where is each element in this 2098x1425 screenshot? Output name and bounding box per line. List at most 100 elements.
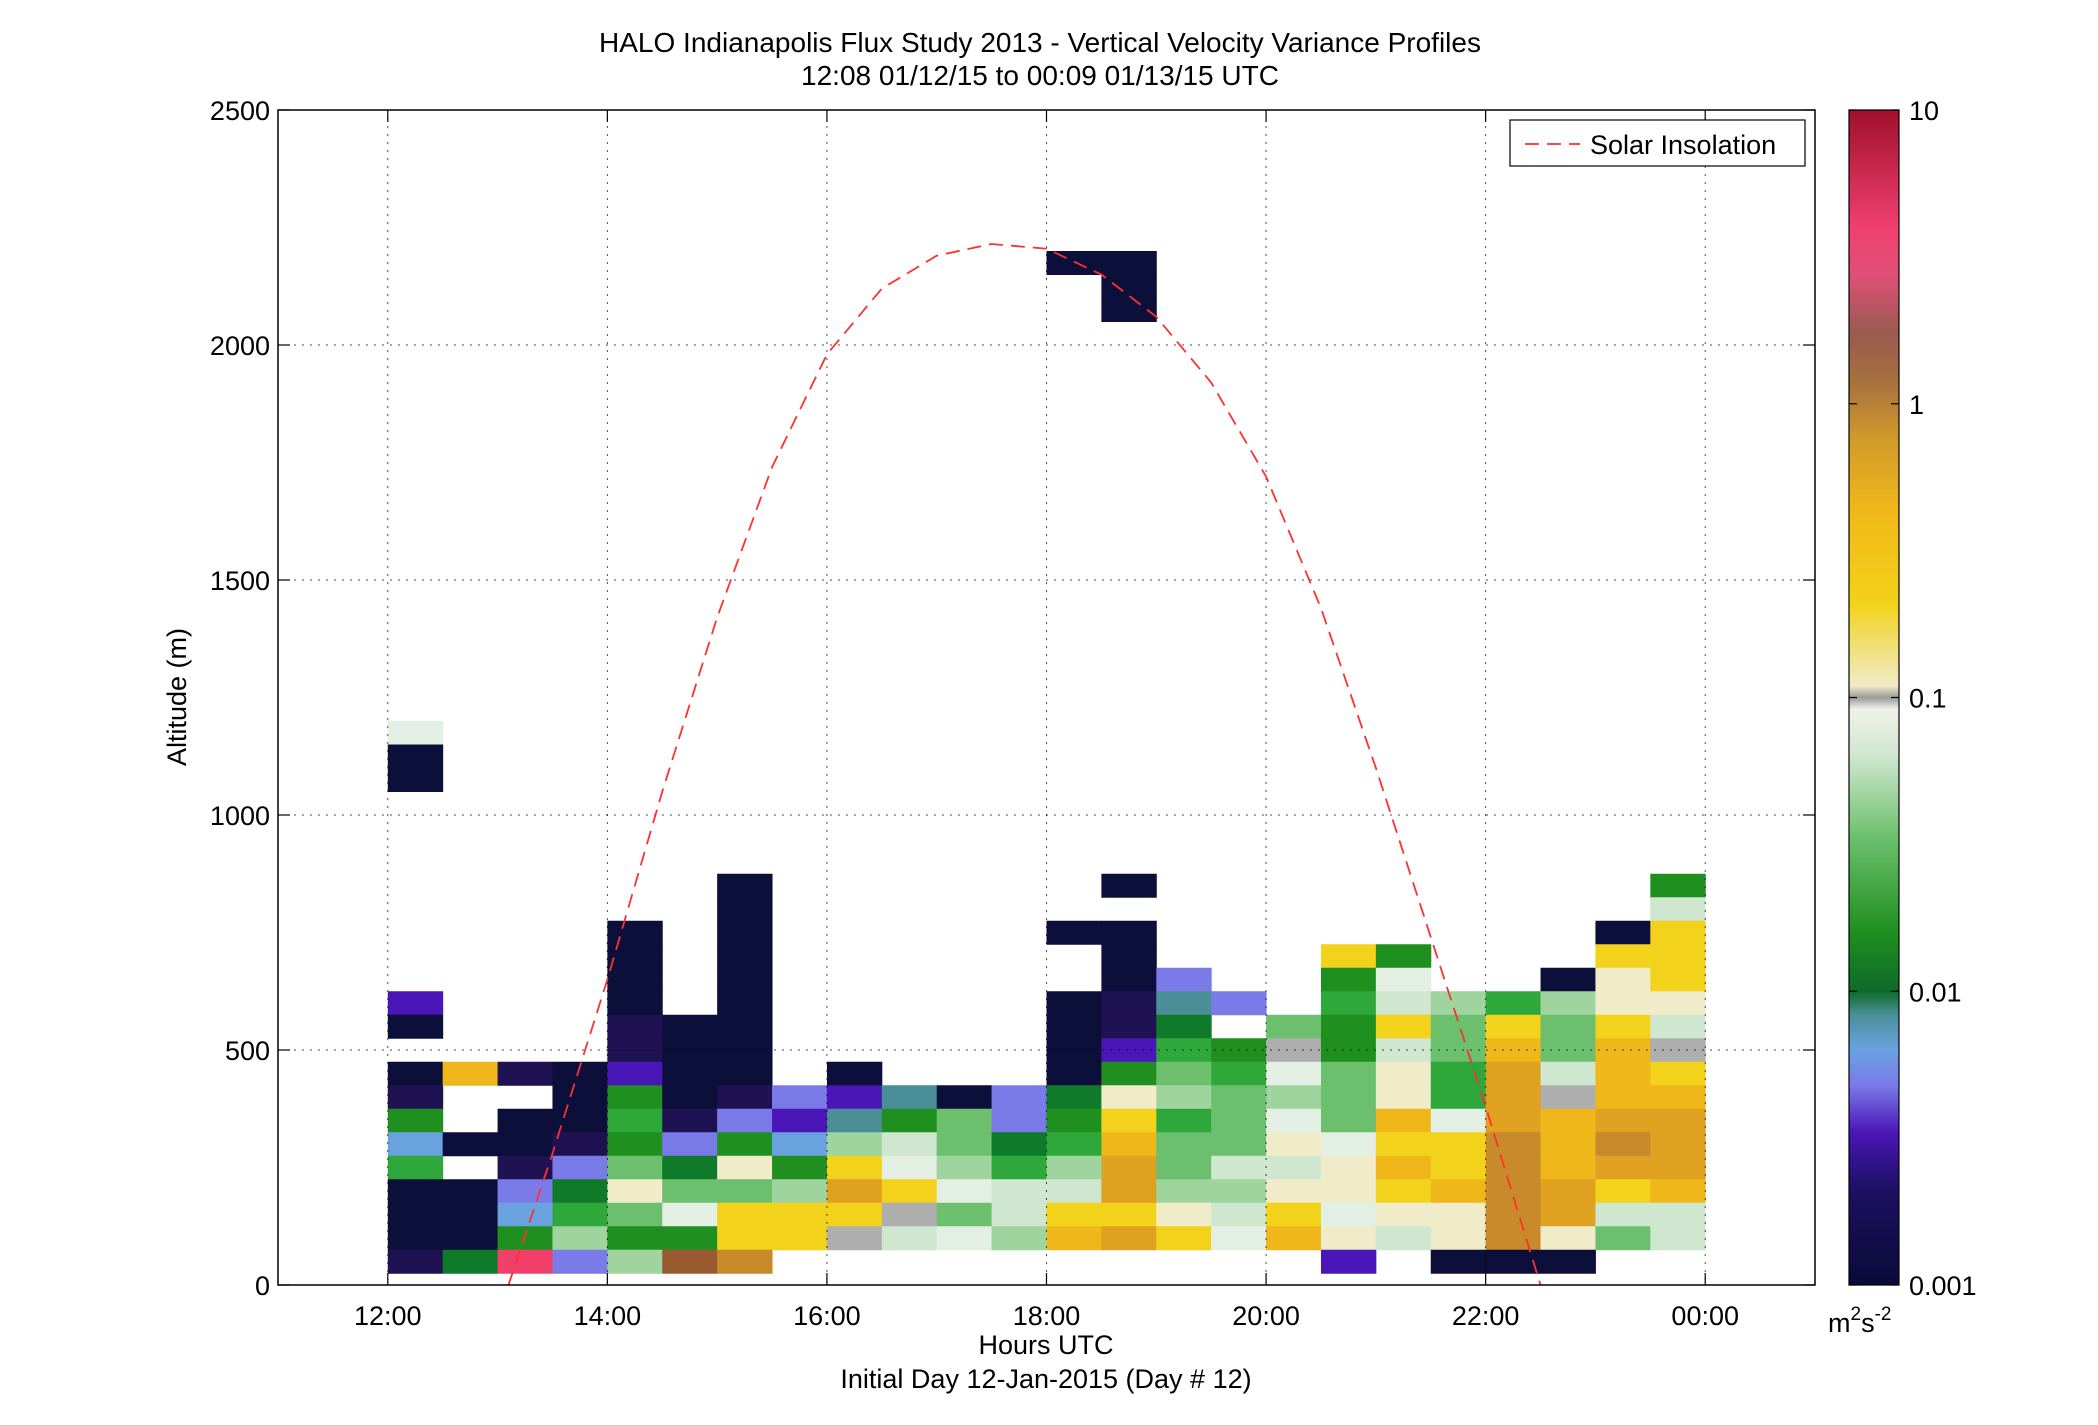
heatmap-cell [1156,1085,1212,1110]
heatmap-cell [1485,1061,1542,1086]
heatmap-cell [1266,1038,1322,1063]
heatmap-cell [662,1014,718,1039]
heatmap-cell [1595,1132,1651,1157]
heatmap-cell [881,1179,938,1204]
heatmap-cell [1540,967,1596,992]
heatmap-cell [1375,967,1432,992]
heatmap-cell [881,1202,938,1227]
heatmap-cell [607,1038,663,1063]
heatmap-cell [1595,1108,1651,1133]
heatmap-cell [1485,1085,1542,1110]
heatmap-cell [881,1085,938,1110]
heatmap-cell [552,1108,608,1133]
heatmap-cell [607,1085,663,1110]
heatmap-cell [607,1014,663,1039]
heatmap-cell [442,1202,499,1227]
colorbar-unit-sup1: 2 [1851,1304,1862,1325]
heatmap-cell [1595,1179,1651,1204]
heatmap-cell [1650,1155,1706,1180]
heatmap-cell [1540,1085,1596,1110]
heatmap-cell [552,1202,608,1227]
heatmap-cell [387,1085,444,1110]
heatmap-cell [717,1014,773,1039]
heatmap-cell [1650,1226,1706,1251]
heatmap-cell [826,1226,883,1251]
heatmap-cell [1650,920,1706,945]
heatmap-cell [991,1085,1047,1110]
heatmap-cell [772,1226,828,1251]
heatmap-cell [1375,1226,1432,1251]
x-tick-label: 00:00 [1671,1301,1739,1331]
heatmap-cell [387,991,444,1016]
heatmap-cell [552,1249,608,1274]
heatmap-cell [1540,1061,1596,1086]
heatmap-cell [442,1132,499,1157]
heatmap-cell [826,1061,883,1086]
heatmap-cell [1101,967,1157,992]
heatmap-cell [1156,1132,1212,1157]
heatmap-cell [1266,1108,1322,1133]
heatmap-cell [1540,991,1596,1016]
heatmap-cell [662,1061,718,1086]
heatmap-cell [1046,1179,1102,1204]
heatmap-cell [607,1226,663,1251]
heatmap-cell [1101,920,1157,945]
heatmap-cell [772,1202,828,1227]
heatmap-cell [1650,1202,1706,1227]
heatmap-cell [1650,1061,1706,1086]
heatmap-cell [1156,1014,1212,1039]
heatmap-cell [936,1132,993,1157]
heatmap-cell [1650,1014,1706,1039]
heatmap-cell [607,1202,663,1227]
heatmap-cell [1211,1155,1267,1180]
colorbar-unit-s: s [1861,1308,1875,1338]
heatmap-cell [1485,991,1542,1016]
colorbar-tick-label: 0.01 [1909,977,1962,1007]
heatmap-cell [662,1179,718,1204]
heatmap-cell [1101,1179,1157,1204]
heatmap-cell [717,873,773,898]
heatmap-cell [607,1132,663,1157]
heatmap-cell [826,1179,883,1204]
heatmap-cell [717,1038,773,1063]
heatmap-cell [497,1249,553,1274]
heatmap-cell [552,1155,608,1180]
heatmap-cell [1540,1202,1596,1227]
heatmap-cell [1266,1179,1322,1204]
heatmap-cell [1485,1226,1542,1251]
heatmap-cell [717,1108,773,1133]
heatmap-cell [1485,1202,1542,1227]
heatmap-cell [607,1179,663,1204]
heatmap-cell [1046,920,1102,945]
heatmap-cell [607,967,663,992]
heatmap-cell [442,1179,499,1204]
heatmap-cell [1101,1061,1157,1086]
heatmap-cell [1650,1108,1706,1133]
heatmap-cell [1211,1179,1267,1204]
heatmap-cell [1266,1085,1322,1110]
heatmap-cell [1540,1132,1596,1157]
heatmap-cell [1320,1085,1377,1110]
heatmap-cell [1320,1202,1377,1227]
heatmap-cell [1540,1155,1596,1180]
heatmap-cell [1266,1155,1322,1180]
heatmap-cell [826,1085,883,1110]
heatmap-cell [1430,1132,1487,1157]
heatmap-cell [1540,1014,1596,1039]
heatmap-cell [772,1132,828,1157]
heatmap-cell [1375,1061,1432,1086]
heatmap-cell [387,721,444,745]
heatmap-cell [662,1202,718,1227]
heatmap-cell [826,1155,883,1180]
heatmap-cell [1375,1132,1432,1157]
heatmap-cell [1046,1226,1102,1251]
heatmap-cell [717,1179,773,1204]
heatmap-cell [1595,1226,1651,1251]
colorbar-unit: m2s-2 [1828,1304,1891,1338]
heatmap-cell [1595,1061,1651,1086]
heatmap-cell [1320,991,1377,1016]
heatmap-cell [772,1179,828,1204]
heatmap-cell [1485,1155,1542,1180]
heatmap-cell [1375,1179,1432,1204]
heatmap-cell [1430,1179,1487,1204]
